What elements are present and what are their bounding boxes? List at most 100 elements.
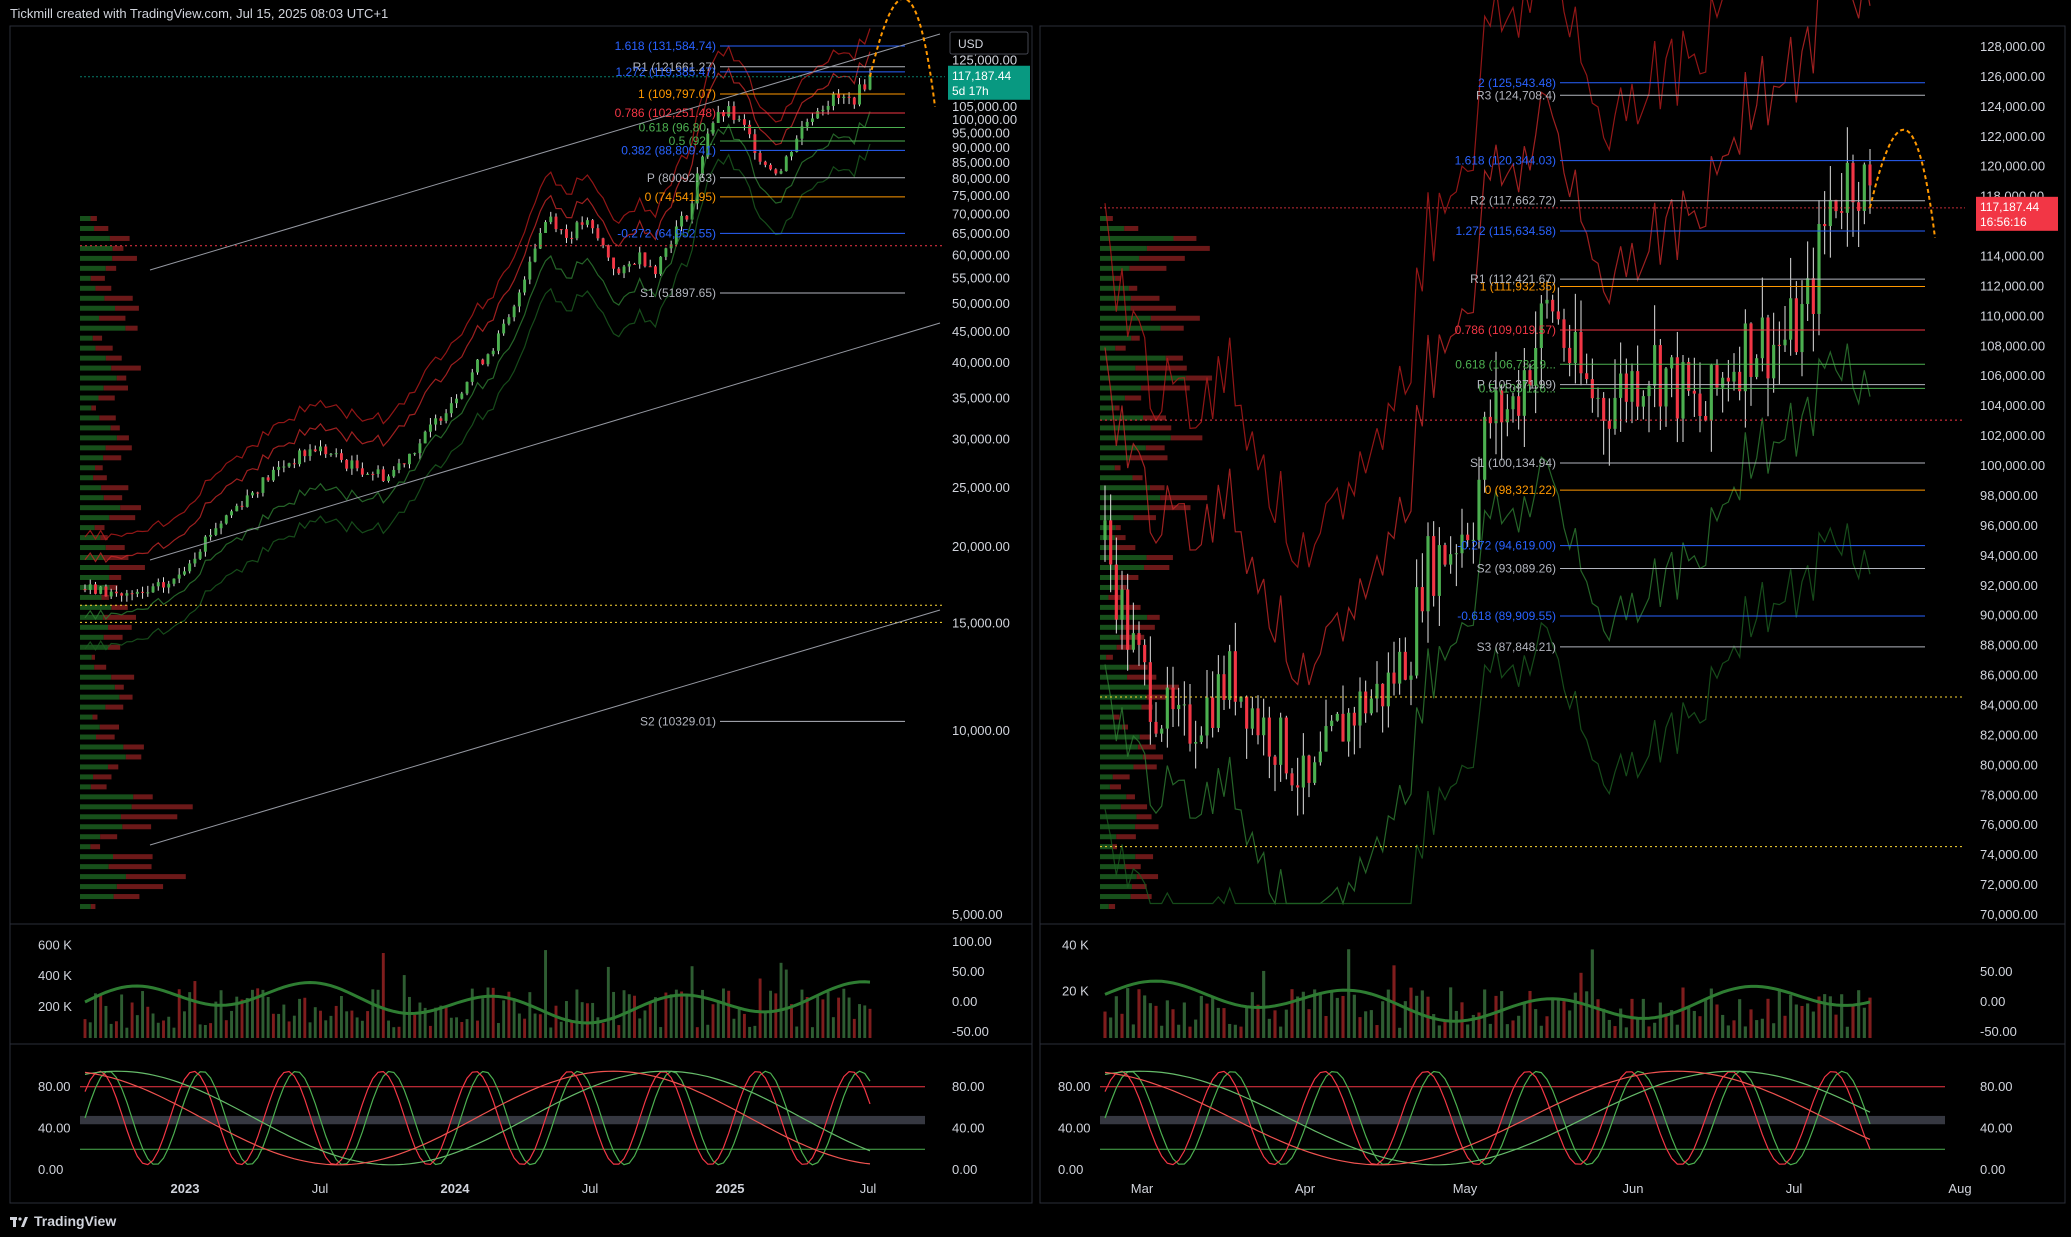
volume-profile-bar — [114, 684, 124, 690]
stoch-tick-label-left: 40.00 — [38, 1120, 71, 1135]
volume-bar — [1811, 1011, 1815, 1038]
y-tick-label: 86,000.00 — [1980, 668, 2038, 683]
stoch-line — [1104, 1070, 1871, 1166]
candle-body — [633, 263, 636, 265]
volume-bar — [1148, 1003, 1152, 1038]
fib-level-label: S2 (10329.01) — [640, 714, 716, 728]
volume-profile-bar — [1114, 405, 1120, 411]
volume-bar — [1664, 1013, 1668, 1038]
candle-body — [104, 586, 108, 597]
channel-line — [149, 322, 941, 561]
volume-bar — [1551, 998, 1555, 1038]
volume-bar — [748, 1026, 752, 1038]
candle-body — [763, 161, 767, 165]
volume-bar — [1466, 1024, 1470, 1038]
y-tick-label: 25,000.00 — [952, 480, 1010, 495]
candle-body — [1806, 278, 1810, 305]
channel-line — [149, 33, 941, 271]
volume-profile-bar — [1135, 854, 1154, 860]
volume-bar — [141, 991, 145, 1038]
volume-tick-label: 40 K — [1062, 937, 1089, 952]
volume-bar — [486, 987, 490, 1038]
candle-body — [1335, 713, 1339, 721]
rsi-tick-label: 100.00 — [952, 934, 992, 949]
volume-profile-bar — [80, 565, 110, 570]
volume-bar — [742, 1013, 746, 1038]
volume-profile-bar — [1100, 485, 1150, 491]
x-tick-label: Jul — [312, 1181, 329, 1196]
volume-profile-bar — [80, 485, 102, 491]
volume-profile-bar — [108, 624, 132, 630]
fib-level-label: 0.5 (105,126... — [1479, 381, 1556, 395]
candle-body — [1109, 520, 1113, 565]
candle-body — [114, 591, 118, 594]
candle-body — [1279, 717, 1283, 765]
candle-body — [1789, 298, 1793, 340]
stoch-tick-label-left: 80.00 — [38, 1079, 71, 1094]
tradingview-brand[interactable]: TradingView — [10, 1213, 116, 1229]
candle-body — [1471, 539, 1475, 541]
volume-bar — [1845, 1026, 1849, 1038]
volume-bar — [1585, 991, 1589, 1038]
candle-body — [188, 563, 192, 572]
volume-profile-bar — [94, 525, 105, 531]
volume-profile-bar — [99, 724, 120, 730]
volume-bar — [1381, 1001, 1385, 1038]
volume-profile-bar — [1124, 395, 1142, 401]
volume-bar — [1398, 1027, 1402, 1038]
volume-profile-bar — [103, 634, 123, 640]
volume-bar — [1636, 1017, 1640, 1038]
candle-body — [125, 593, 129, 596]
chart-canvas[interactable]: 130,000.00125,000.00120,000.00110,000.00… — [0, 0, 2071, 1205]
volume-profile-bar — [1146, 555, 1173, 561]
candle-body — [486, 354, 490, 365]
candle-body — [517, 292, 521, 307]
volume-profile-bar — [1100, 594, 1109, 600]
candle-body — [1324, 726, 1328, 752]
volume-profile-bar — [1100, 814, 1137, 820]
volume-profile-bar — [116, 435, 129, 441]
stoch-line — [1104, 1070, 1871, 1166]
y-tick-label: 78,000.00 — [1980, 787, 2038, 802]
candle-body — [821, 109, 825, 112]
candle-body — [1834, 199, 1838, 212]
bollinger-band-line — [84, 143, 871, 652]
volume-bar — [1301, 991, 1305, 1038]
candle-body — [1199, 735, 1203, 743]
bollinger-band-line — [84, 28, 871, 541]
volume-profile-bar — [1133, 515, 1156, 521]
candle-body — [1341, 713, 1345, 742]
candle-body — [1386, 672, 1390, 707]
candle-body — [1114, 564, 1118, 620]
volume-bar — [659, 1027, 663, 1038]
bollinger-band-line — [1104, 0, 1723, 569]
candle-body — [1783, 339, 1787, 346]
candle-body — [1307, 755, 1311, 783]
volume-profile-bar — [1100, 425, 1151, 431]
y-tick-label: 88,000.00 — [1980, 638, 2038, 653]
volume-bar — [230, 1010, 233, 1038]
candle-body — [1330, 720, 1334, 727]
volume-bar — [470, 988, 474, 1038]
candle-body — [266, 477, 270, 481]
volume-profile-bar — [80, 275, 91, 281]
x-tick-label: May — [1453, 1181, 1478, 1196]
volume-profile-bar — [80, 744, 124, 750]
volume-profile-bar — [1100, 245, 1147, 251]
volume-profile-bar — [80, 465, 96, 471]
volume-profile-bar — [1120, 804, 1148, 810]
volume-bar — [1681, 987, 1685, 1038]
volume-bar — [324, 1020, 328, 1038]
y-tick-label: 120,000.00 — [1980, 159, 2045, 174]
volume-bar — [627, 994, 631, 1038]
panel-frame — [1039, 25, 2066, 1204]
forecast-arc — [869, 0, 936, 107]
volume-bar — [554, 1005, 558, 1038]
candle-body — [303, 450, 307, 457]
fib-level-label: R3 (124,708.4) — [1476, 88, 1556, 102]
volume-bar — [1687, 1006, 1691, 1038]
volume-profile-bar — [1100, 475, 1133, 481]
candle-body — [1624, 373, 1628, 402]
candle-body — [141, 591, 145, 593]
